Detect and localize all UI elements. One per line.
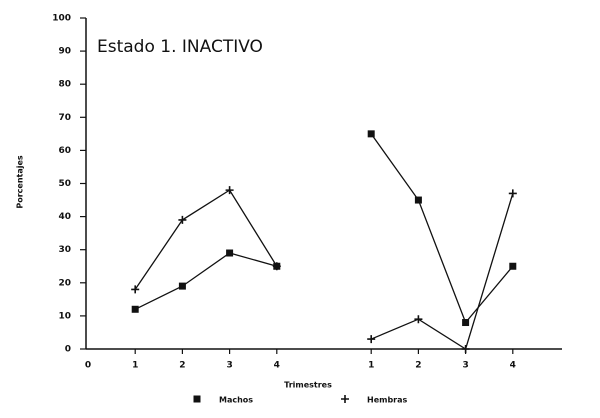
- x-tick-label: 2: [179, 361, 185, 371]
- legend-label: Hembras: [367, 396, 408, 405]
- point: [461, 345, 470, 353]
- point: [131, 305, 139, 313]
- y-tick-label: 70: [58, 113, 71, 123]
- y-tick-label: 10: [58, 311, 71, 321]
- x-tick-label: 1: [368, 361, 374, 371]
- legend-marker: [193, 395, 201, 403]
- point: [131, 285, 140, 294]
- point: [414, 196, 422, 204]
- series-line: [370, 193, 514, 351]
- x-tick-label: 1: [132, 361, 138, 371]
- legend-label: Machos: [219, 396, 253, 405]
- point: [367, 335, 376, 344]
- y-tick-label: 30: [58, 245, 71, 255]
- point: [367, 130, 375, 138]
- y-tick-label: 80: [58, 80, 71, 90]
- y-tick-label: 20: [58, 278, 71, 288]
- x-tick-label: 3: [462, 361, 468, 371]
- y-tick-label: 0: [65, 345, 71, 355]
- series-line: [134, 189, 278, 290]
- point: [508, 189, 517, 198]
- x-axis-label: Trimestres: [284, 381, 332, 390]
- series-line: [134, 252, 277, 310]
- y-tick-label: 90: [58, 47, 71, 57]
- y-tick-label: 100: [52, 14, 71, 24]
- y-axis-label: Porcentajes: [16, 155, 25, 209]
- point: [178, 215, 187, 224]
- point: [178, 282, 186, 290]
- y-tick-label: 60: [58, 146, 71, 156]
- y-tick-label: 40: [58, 212, 71, 222]
- x-tick-label: 4: [274, 361, 280, 371]
- x-tick-label: 3: [226, 361, 232, 371]
- x-tick-label: 2: [415, 361, 421, 371]
- point: [226, 249, 234, 257]
- annotation: Estado 1. INACTIVO: [97, 37, 263, 57]
- x-tick-label: 0: [85, 361, 91, 371]
- point: [462, 319, 470, 327]
- point: [272, 262, 281, 271]
- point: [509, 262, 517, 270]
- point: [225, 186, 234, 195]
- point: [414, 315, 423, 324]
- y-tick-label: 50: [58, 179, 71, 189]
- x-tick-label: 4: [510, 361, 516, 371]
- legend-marker: [341, 395, 349, 403]
- series-line: [370, 133, 514, 324]
